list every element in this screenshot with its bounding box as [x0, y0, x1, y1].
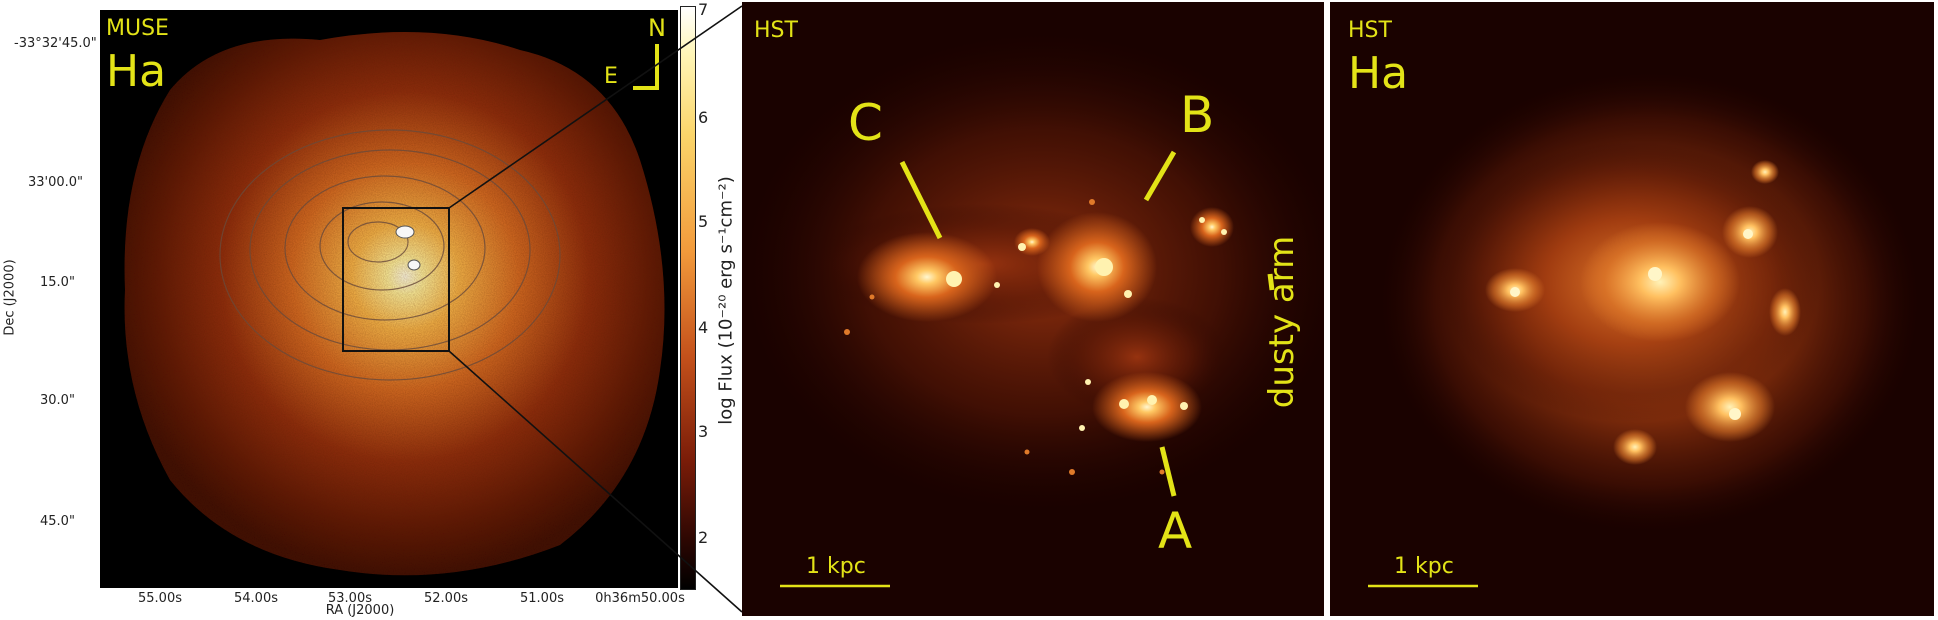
ra-tick-label-4: 52.00s: [424, 591, 468, 606]
muse-ha-image: MUSE Ha N E: [100, 10, 678, 588]
dec-tick-label-5: 45.0": [40, 514, 75, 529]
hst-ha-map: [1368, 72, 1920, 588]
ra-tick-label-3: 53.00s: [328, 591, 372, 606]
hst-continuum-map: [742, 32, 1324, 588]
hst-continuum-image: HST C B A dusty arm 1 kpc: [742, 2, 1324, 616]
x-axis-title: RA (J2000): [325, 603, 395, 618]
colorbar-tick-6: 6: [698, 108, 709, 127]
hst-ha-line-label: Ha: [1348, 48, 1409, 99]
hst-continuum-instrument-label: HST: [754, 18, 798, 43]
knot-label-c: C: [848, 94, 883, 152]
compass-east-label: E: [604, 64, 618, 89]
ra-tick-label-2: 54.00s: [234, 591, 278, 606]
ra-tick-label-6: 0h36m50.00s: [595, 591, 685, 606]
colorbar-tick-7: 7: [698, 0, 709, 19]
hst-continuum-scalebar-label: 1 kpc: [806, 554, 866, 579]
dec-tick-label-3: 15.0": [40, 275, 75, 290]
muse-ha-map: [124, 32, 665, 576]
hst-ha-instrument-label: HST: [1348, 18, 1392, 43]
dec-tick-label-1: -33°32'45.0": [14, 36, 97, 51]
colorbar-tick-2: 2: [698, 528, 709, 547]
muse-instrument-label: MUSE: [106, 16, 169, 41]
colorbar-tick-4: 4: [698, 318, 709, 337]
colorbar-tick-5: 5: [698, 212, 709, 231]
knot-label-a: A: [1158, 502, 1193, 560]
dec-tick-label-4: 30.0": [40, 393, 75, 408]
colorbar: [680, 6, 696, 590]
knot-label-b: B: [1180, 86, 1215, 144]
hst-ha-scalebar-label: 1 kpc: [1394, 554, 1454, 579]
hst-ha-image: HST Ha 1 kpc: [1330, 2, 1934, 616]
compass-north-label: N: [648, 14, 666, 42]
colorbar-tick-3: 3: [698, 422, 709, 441]
compass-arrows-icon: [633, 44, 659, 90]
dusty-arm-label: dusty arm: [1262, 235, 1302, 409]
muse-line-label: Ha: [106, 46, 167, 97]
dec-tick-label-2: 33'00.0": [28, 175, 84, 190]
ra-tick-label-1: 55.00s: [138, 591, 182, 606]
ra-tick-label-5: 51.00s: [520, 591, 564, 606]
